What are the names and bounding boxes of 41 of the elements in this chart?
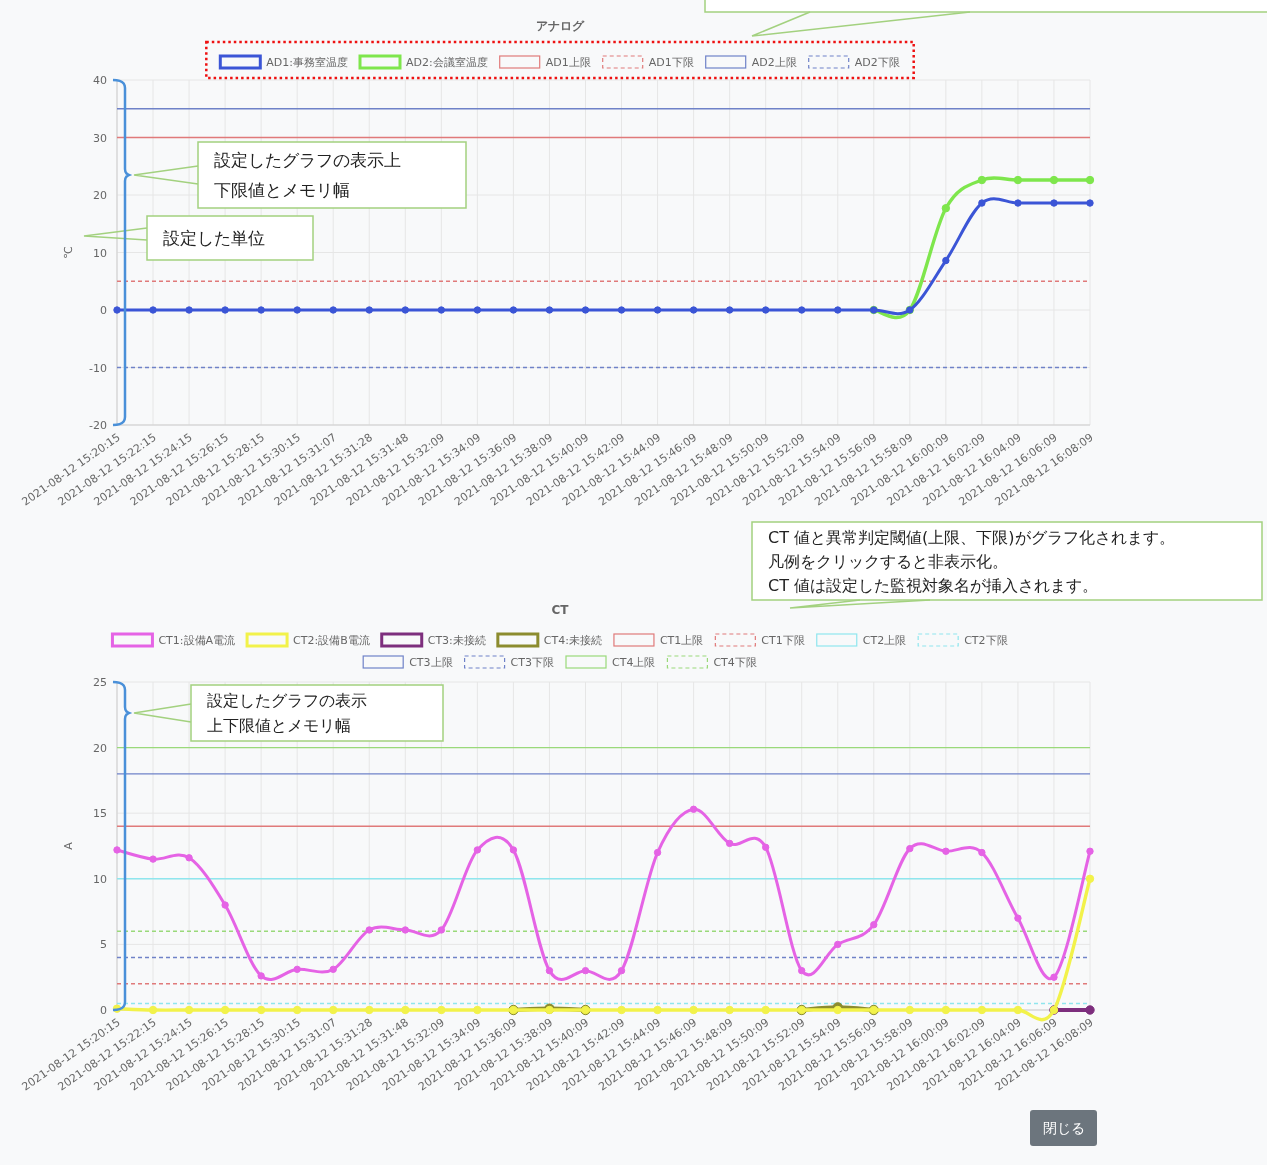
annotation: 設定した単位 <box>163 228 265 249</box>
legend-label: CT2下限 <box>964 634 1008 647</box>
y-tick-label: 10 <box>93 246 107 260</box>
y-tick-label: 15 <box>93 807 107 821</box>
legend-label: CT4上限 <box>612 656 656 669</box>
legend-label: CT1上限 <box>659 634 704 647</box>
legend-label: AD2上限 <box>751 56 797 69</box>
y-tick-label: 10 <box>93 872 107 886</box>
text: 閉じる <box>1042 1120 1085 1136</box>
annotation: 設定したグラフの表示上下限値とメモリ幅 <box>214 150 401 201</box>
y-tick-label: 25 <box>93 676 107 689</box>
legend-label: CT3:未接続 <box>427 634 486 647</box>
y-tick-label: -10 <box>89 361 107 375</box>
legend-label: CT1:設備A電流 <box>158 634 236 647</box>
y-tick-label: 30 <box>93 131 107 145</box>
legend-label: CT1下限 <box>761 634 805 647</box>
y-tick-label: 0 <box>100 1004 107 1017</box>
y-axis-title: ℃ <box>62 246 75 259</box>
y-axis-title: A <box>62 841 75 850</box>
legend-label: CT2:設備B電流 <box>293 634 370 647</box>
legend-label: CT2上限 <box>862 634 907 647</box>
y-tick-label: 40 <box>93 74 107 87</box>
legend-label: AD2下限 <box>854 56 900 69</box>
legend-label: AD1:事務室温度 <box>266 56 348 69</box>
text: CT 値と異常判定閾値(上限、下限)がグラフ化されます。凡例をクリックすると非表示化。 <box>768 527 1175 571</box>
legend-label: AD1上限 <box>545 56 591 69</box>
legend-label: CT3下限 <box>510 656 554 669</box>
y-tick-label: -20 <box>89 419 107 432</box>
legend-label: CT4:未接続 <box>543 634 602 647</box>
legend-label: CT3上限 <box>409 656 453 669</box>
annotation: 設定したグラフの表示上下限値とメモリ幅 <box>207 691 367 736</box>
y-tick-label: 5 <box>100 938 107 952</box>
text: CT 値は設定した監視対象名が挿入されます。 <box>768 575 1099 595</box>
y-tick-label: 20 <box>93 189 107 202</box>
legend-label: AD1下限 <box>648 56 694 69</box>
legend-label: CT4下限 <box>713 656 757 669</box>
chart-title: アナログ <box>536 19 585 33</box>
legend-label: AD2:会議室温度 <box>406 56 488 69</box>
y-tick-label: 0 <box>100 304 107 317</box>
y-tick-label: 20 <box>93 741 107 755</box>
chart-title: CT <box>551 603 570 617</box>
